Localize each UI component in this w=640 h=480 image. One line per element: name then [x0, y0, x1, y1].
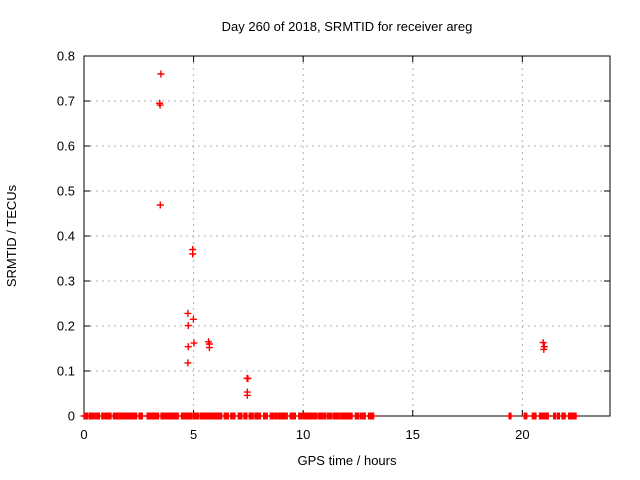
- x-tick-label: 10: [296, 427, 310, 442]
- tick-marks: [83, 55, 610, 417]
- y-tick-label: 0.1: [57, 364, 75, 379]
- scatter-plus-markers: [80, 70, 580, 420]
- tick-labels: 0 5 10 15 20 0 0.1 0.2 0.3 0.4 0.5 0.6 0.7 0.8: [57, 49, 530, 443]
- y-tick-label: 0: [68, 409, 75, 424]
- y-tick-label: 0.8: [57, 49, 75, 64]
- x-axis-label: GPS time / hours: [298, 453, 397, 468]
- y-tick-label: 0.3: [57, 274, 75, 289]
- y-tick-label: 0.5: [57, 184, 75, 199]
- y-tick-label: 0.2: [57, 319, 75, 334]
- y-tick-label: 0.7: [57, 94, 75, 109]
- y-tick-label: 0.6: [57, 139, 75, 154]
- x-tick-label: 20: [515, 427, 529, 442]
- x-tick-label: 0: [80, 427, 87, 442]
- y-tick-label: 0.4: [57, 229, 75, 244]
- chart-title: Day 260 of 2018, SRMTID for receiver are…: [222, 19, 473, 34]
- x-tick-label: 15: [406, 427, 420, 442]
- x-tick-label: 5: [190, 427, 197, 442]
- y-axis-label: SRMTID / TECUs: [4, 184, 19, 287]
- gridlines: [84, 56, 610, 416]
